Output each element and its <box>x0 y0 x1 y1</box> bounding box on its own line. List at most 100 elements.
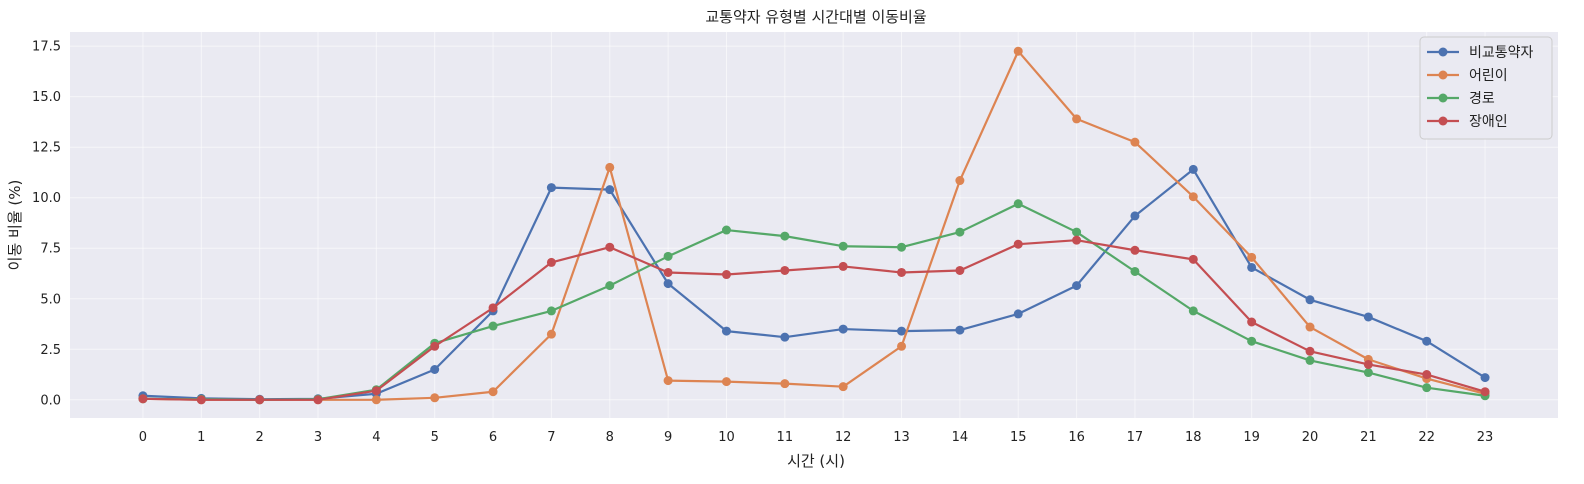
data-point <box>1247 252 1257 262</box>
legend-label: 경로 <box>1469 91 1495 107</box>
data-point <box>488 387 498 397</box>
data-point <box>1188 306 1198 316</box>
data-point <box>955 176 965 186</box>
data-point <box>1013 46 1023 56</box>
data-point <box>1305 355 1315 365</box>
legend-marker <box>1438 70 1448 80</box>
data-point <box>1305 322 1315 332</box>
data-point <box>1072 235 1082 245</box>
data-point <box>897 242 907 252</box>
series-line <box>141 168 1487 401</box>
data-point <box>255 395 265 405</box>
x-tick-label: 2 <box>256 430 264 445</box>
data-point <box>546 306 556 316</box>
data-point <box>838 261 848 271</box>
data-point <box>838 324 848 334</box>
legend-label: 어린이 <box>1469 68 1508 84</box>
data-point <box>605 281 615 291</box>
data-point <box>1363 359 1373 369</box>
legend-marker <box>1438 93 1448 103</box>
data-point <box>371 386 381 396</box>
data-point <box>1188 254 1198 264</box>
x-tick-label: 7 <box>547 430 555 445</box>
plot-area <box>70 32 1558 418</box>
legend-marker <box>1438 47 1448 57</box>
data-point <box>780 379 790 389</box>
x-tick-label: 16 <box>1068 430 1085 445</box>
legend-entry: 어린이 <box>1427 68 1508 84</box>
data-point <box>1013 239 1023 249</box>
data-point <box>196 395 206 405</box>
y-tick-label: 7.5 <box>40 242 61 257</box>
x-tick-label: 0 <box>139 430 147 445</box>
chart-title: 교통약자 유형별 시간대별 이동비율 <box>705 8 926 26</box>
data-point <box>546 329 556 339</box>
data-point <box>605 162 615 172</box>
data-point <box>605 242 615 252</box>
x-tick-label: 17 <box>1127 430 1144 445</box>
data-point <box>1305 295 1315 305</box>
legend-label: 비교통약자 <box>1469 45 1534 61</box>
series-layer <box>138 46 1490 405</box>
y-tick-label: 17.5 <box>32 40 61 55</box>
data-point <box>1130 266 1140 276</box>
data-point <box>1422 336 1432 346</box>
data-point <box>838 382 848 392</box>
y-tick-label: 0.0 <box>40 393 61 408</box>
x-tick-label: 18 <box>1185 430 1202 445</box>
data-point <box>1480 373 1490 383</box>
data-point <box>1247 336 1257 346</box>
data-point <box>1422 383 1432 393</box>
x-axis-ticks: 0 1 2 3 4 5 6 7 8 9 10 11 12 13 14 15 16 17 18 19 20 21 22 23 <box>139 430 1494 445</box>
data-point <box>663 376 673 386</box>
data-point <box>780 332 790 342</box>
data-point <box>1013 199 1023 209</box>
data-point <box>1072 114 1082 124</box>
x-tick-label: 21 <box>1360 430 1377 445</box>
y-tick-label: 2.5 <box>40 343 61 358</box>
y-tick-label: 10.0 <box>32 191 61 206</box>
data-point <box>1130 211 1140 221</box>
data-point <box>1013 309 1023 319</box>
data-point <box>897 267 907 277</box>
data-point <box>780 231 790 241</box>
legend-entry: 비교통약자 <box>1427 45 1534 61</box>
x-tick-label: 14 <box>952 430 969 445</box>
data-point <box>955 265 965 275</box>
data-point <box>605 185 615 195</box>
data-point <box>1247 262 1257 272</box>
x-tick-label: 12 <box>835 430 852 445</box>
data-point <box>663 267 673 277</box>
data-point <box>1130 245 1140 255</box>
data-point <box>1305 346 1315 356</box>
x-tick-label: 15 <box>1010 430 1027 445</box>
series-line <box>141 239 1487 401</box>
y-axis-title: 이동 비율 (%) <box>6 180 24 271</box>
x-tick-label: 23 <box>1477 430 1494 445</box>
data-point <box>780 265 790 275</box>
x-tick-label: 10 <box>718 430 735 445</box>
data-point <box>721 270 731 280</box>
x-tick-label: 3 <box>314 430 322 445</box>
data-point <box>1130 137 1140 147</box>
data-point <box>1188 164 1198 174</box>
series-line <box>141 50 1487 401</box>
data-point <box>721 326 731 336</box>
data-point <box>663 279 673 289</box>
y-tick-label: 12.5 <box>32 141 61 156</box>
data-point <box>488 303 498 313</box>
data-point <box>955 325 965 335</box>
x-tick-label: 19 <box>1243 430 1260 445</box>
data-point <box>138 394 148 404</box>
data-point <box>1188 192 1198 202</box>
data-point <box>1480 387 1490 397</box>
x-axis-title: 시간 (시) <box>787 452 845 470</box>
legend-entry: 경로 <box>1427 91 1495 107</box>
x-tick-label: 4 <box>372 430 380 445</box>
data-point <box>430 364 440 374</box>
data-point <box>313 395 323 405</box>
data-point <box>1363 312 1373 322</box>
y-axis-ticks: 0.0 2.5 5.0 7.5 10.0 12.5 15.0 17.5 <box>32 40 61 409</box>
